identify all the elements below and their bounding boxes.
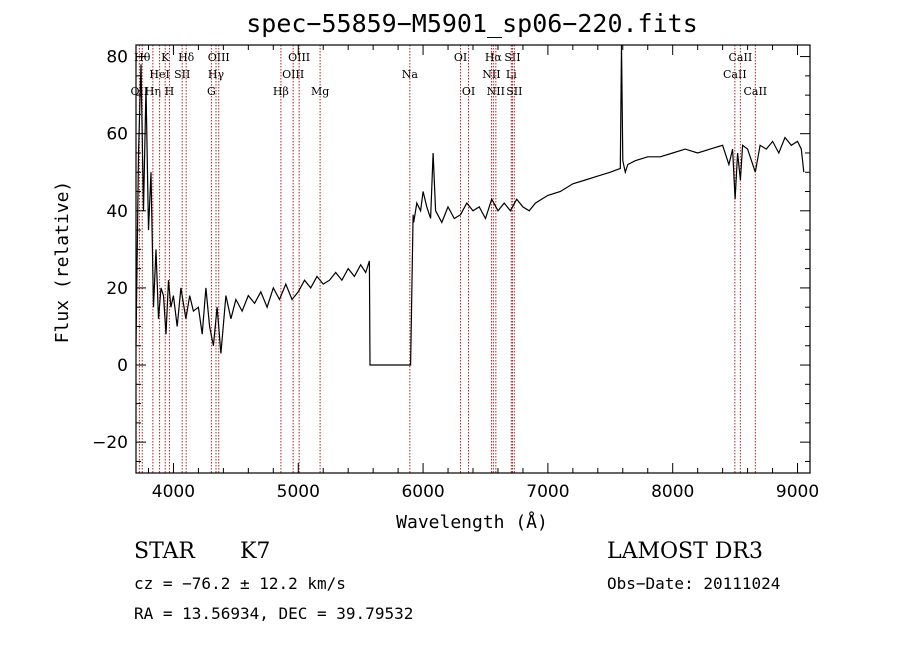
line-marker-label: OI [462, 85, 475, 98]
obs-date: Obs−Date: 20111024 [607, 574, 780, 593]
line-marker-label: G [207, 85, 216, 98]
y-tick-label: 0 [117, 356, 128, 376]
y-tick-label: 60 [106, 125, 128, 145]
redshift-cz: cz = −76.2 ± 12.2 km/s [134, 574, 346, 593]
line-marker-label: HeI [149, 68, 169, 81]
y-tick-label: −20 [92, 433, 128, 453]
line-marker-label: OII [131, 85, 149, 98]
ra-dec: RA = 13.56934, DEC = 39.79532 [134, 604, 413, 623]
line-marker-label: NII [487, 85, 505, 98]
x-tick-label: 9000 [776, 482, 819, 502]
line-marker-label: CaII [723, 68, 747, 81]
line-marker-label: Li [506, 68, 517, 81]
y-tick-label: 80 [106, 48, 128, 68]
line-marker-label: CaII [729, 51, 753, 64]
line-marker-label: Hβ [273, 85, 289, 98]
line-marker-label: Na [402, 68, 419, 81]
line-marker-label: Hθ [134, 51, 151, 64]
object-class: STAR [134, 539, 196, 564]
survey-name: LAMOST DR3 [607, 539, 763, 564]
y-tick-label: 20 [106, 279, 128, 299]
y-axis: −20 0 20 40 60 80 [92, 48, 810, 462]
x-axis: 4000 5000 6000 7000 8000 9000 [147, 45, 819, 502]
x-tick-label: 7000 [526, 482, 569, 502]
line-marker-label: OIII [282, 68, 304, 81]
line-marker-label: Hη [145, 85, 161, 98]
line-marker-label: H [165, 85, 175, 98]
x-tick-label: 6000 [401, 482, 444, 502]
line-marker-label: SII [506, 85, 522, 98]
y-tick-label: 40 [106, 202, 128, 222]
chart-title: spec−55859−M5901_sp06−220.fits [246, 9, 698, 38]
spectrum-line [135, 44, 805, 366]
object-subclass: K7 [240, 539, 270, 564]
x-tick-label: 8000 [651, 482, 694, 502]
x-tick-label: 5000 [277, 482, 320, 502]
line-marker-label: SII [504, 51, 520, 64]
line-marker-label: OI [454, 51, 467, 64]
line-marker-label: OIII [288, 51, 310, 64]
line-marker-label: Hδ [178, 51, 195, 64]
x-tick-label: 4000 [152, 482, 195, 502]
emission-line-markers: OII Hθ Hη HeI K H SII Hδ G Hγ OIII Hβ OIII OIII Mg Na OI… [131, 45, 767, 473]
line-marker-label: K [161, 51, 170, 64]
x-axis-label: Wavelength (Å) [396, 511, 548, 533]
plot-frame [135, 44, 811, 474]
y-axis-label: Flux (relative) [52, 181, 73, 344]
line-marker-label: Hγ [208, 68, 225, 81]
line-marker-label: Mg [311, 85, 329, 98]
line-marker-label: OIII [208, 51, 230, 64]
line-marker-label: CaII [743, 85, 767, 98]
line-marker-label: Hα [485, 51, 503, 64]
line-marker-label: SII [174, 68, 190, 81]
line-marker-label: NII [482, 68, 500, 81]
